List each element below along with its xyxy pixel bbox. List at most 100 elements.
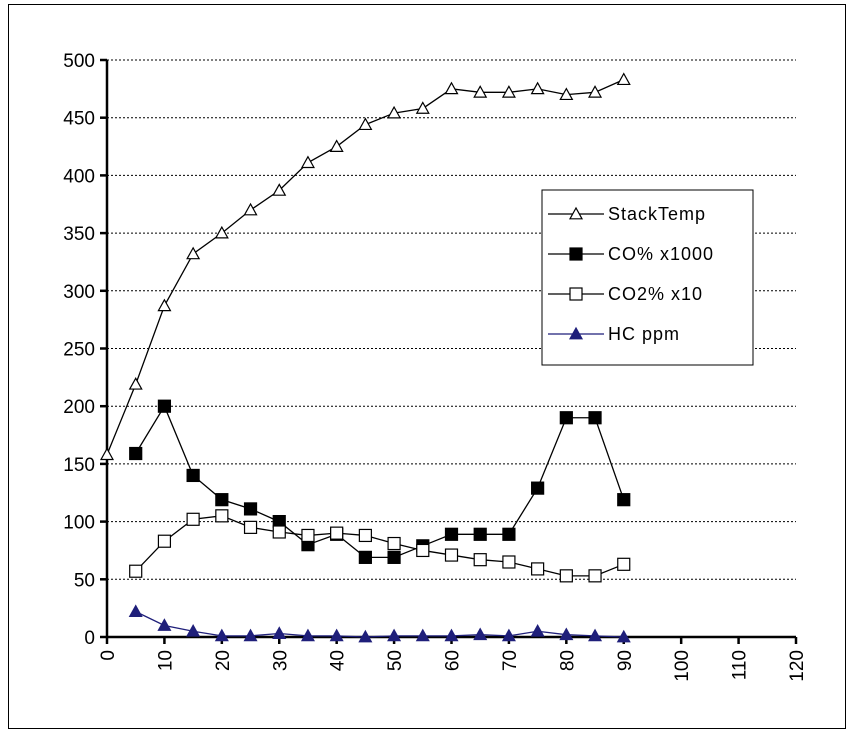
point-stacktemp-45 — [358, 117, 373, 131]
point-hc-ppm-45 — [358, 629, 373, 643]
point-co2-x10-5 — [129, 564, 143, 578]
point-co-x1000-80 — [559, 411, 573, 425]
y-tick-label-100: 100 — [63, 513, 95, 534]
point-stacktemp-40 — [329, 139, 344, 152]
point-hc-ppm-60 — [444, 628, 459, 642]
point-co2-x10-70 — [502, 555, 516, 569]
point-co-x1000-5 — [129, 446, 143, 461]
point-hc-ppm-90 — [616, 629, 631, 643]
gridlines — [107, 59, 796, 580]
point-co2-x10-55 — [416, 543, 430, 558]
y-tick-label-500: 500 — [63, 51, 95, 72]
series-line-co2-x10 — [135, 515, 624, 577]
point-co2-x10-10 — [157, 534, 172, 548]
point-hc-ppm-75 — [530, 623, 545, 637]
x-tick-label-120: 120 — [787, 650, 808, 682]
point-hc-ppm-40 — [329, 628, 344, 642]
legend-label-stacktemp: StackTemp — [608, 204, 706, 224]
point-stacktemp-90 — [616, 72, 631, 86]
point-co-x1000-65 — [473, 527, 487, 541]
legend-marker-stacktemp — [568, 206, 584, 220]
y-tick-label-350: 350 — [63, 224, 95, 245]
point-stacktemp-10 — [157, 298, 172, 312]
x-tick-label-80: 80 — [557, 650, 578, 671]
point-co-x1000-85 — [588, 411, 602, 425]
point-stacktemp-55 — [415, 101, 430, 114]
point-co-x1000-50 — [387, 550, 401, 564]
point-stacktemp-25 — [243, 202, 258, 216]
x-tick-labels: 0 10 20 30 40 50 60 70 80 90 100 110 120 — [98, 650, 808, 682]
legend-marker-hc-ppm — [568, 326, 584, 340]
point-stacktemp-35 — [300, 155, 315, 169]
point-co2-x10-45 — [358, 528, 372, 543]
x-tick-label-40: 40 — [328, 650, 349, 671]
point-stacktemp-15 — [186, 246, 201, 260]
point-hc-ppm-70 — [501, 628, 516, 642]
y-tick-label-50: 50 — [74, 570, 95, 591]
point-co-x1000-90 — [617, 493, 631, 507]
point-hc-ppm-85 — [588, 628, 603, 642]
y-tick-label-300: 300 — [63, 282, 95, 303]
series-line-co-x1000 — [135, 404, 625, 559]
point-hc-ppm-10 — [157, 618, 172, 631]
point-stacktemp-30 — [272, 183, 287, 196]
point-hc-ppm-80 — [559, 627, 574, 641]
point-co-x1000-25 — [243, 502, 258, 516]
y-tick-label-400: 400 — [63, 166, 95, 187]
y-tick-label-450: 450 — [63, 109, 95, 130]
point-co2-x10-35 — [301, 528, 315, 543]
y-tick-label-150: 150 — [63, 455, 95, 476]
point-co-x1000-70 — [502, 527, 516, 541]
point-stacktemp-0 — [99, 447, 115, 461]
x-tick-label-20: 20 — [213, 650, 234, 671]
point-stacktemp-65 — [473, 85, 488, 98]
point-co2-x10-65 — [473, 553, 487, 567]
point-hc-ppm-65 — [473, 627, 488, 641]
x-tick-label-90: 90 — [615, 650, 636, 671]
point-co2-x10-90 — [617, 557, 631, 571]
point-co2-x10-40 — [330, 526, 344, 540]
x-tick-label-10: 10 — [155, 650, 176, 671]
point-co2-x10-80 — [559, 569, 573, 583]
point-hc-ppm-50 — [387, 628, 402, 642]
point-co2-x10-20 — [215, 509, 229, 523]
x-tick-label-70: 70 — [500, 650, 521, 671]
point-stacktemp-50 — [387, 105, 402, 119]
point-hc-ppm-55 — [415, 628, 430, 642]
series-line-hc-ppm — [135, 611, 624, 638]
point-stacktemp-70 — [501, 85, 516, 98]
point-co2-x10-30 — [272, 525, 286, 539]
point-co-x1000-10 — [157, 399, 172, 413]
x-tick-label-110: 110 — [730, 650, 751, 680]
point-co-x1000-45 — [358, 550, 372, 564]
y-tick-label-0: 0 — [84, 628, 95, 649]
point-co2-x10-25 — [243, 520, 258, 534]
point-hc-ppm-5 — [128, 604, 143, 618]
y-tick-label-250: 250 — [63, 340, 95, 361]
legend-label-co-x1000: CO% x1000 — [608, 244, 714, 264]
series-markers — [99, 72, 631, 643]
point-co-x1000-60 — [444, 527, 459, 541]
point-co2-x10-60 — [444, 548, 459, 562]
point-stacktemp-60 — [444, 81, 459, 95]
y-tick-label-200: 200 — [63, 397, 95, 418]
point-co-x1000-15 — [186, 468, 200, 483]
legend: StackTemp CO% x1000 CO2% x10 HC ppm — [541, 189, 754, 366]
point-co-x1000-75 — [531, 481, 545, 495]
point-hc-ppm-15 — [186, 623, 201, 637]
x-tick-label-60: 60 — [443, 650, 464, 671]
point-co-x1000-20 — [215, 493, 229, 507]
point-hc-ppm-20 — [214, 628, 229, 642]
point-stacktemp-75 — [530, 81, 545, 95]
point-co2-x10-50 — [387, 536, 401, 551]
legend-label-hc-ppm: HC ppm — [608, 324, 680, 344]
point-stacktemp-80 — [559, 87, 574, 101]
point-stacktemp-85 — [588, 85, 603, 98]
legend-label-co2-x10: CO2% x10 — [608, 284, 703, 304]
x-tick-label-50: 50 — [385, 650, 406, 671]
point-stacktemp-5 — [128, 377, 143, 390]
y-tick-labels: 0 50 100 150 200 250 300 350 400 450 500 — [63, 51, 95, 649]
point-hc-ppm-30 — [272, 626, 287, 639]
point-co2-x10-75 — [531, 562, 545, 576]
point-co2-x10-15 — [186, 512, 200, 526]
